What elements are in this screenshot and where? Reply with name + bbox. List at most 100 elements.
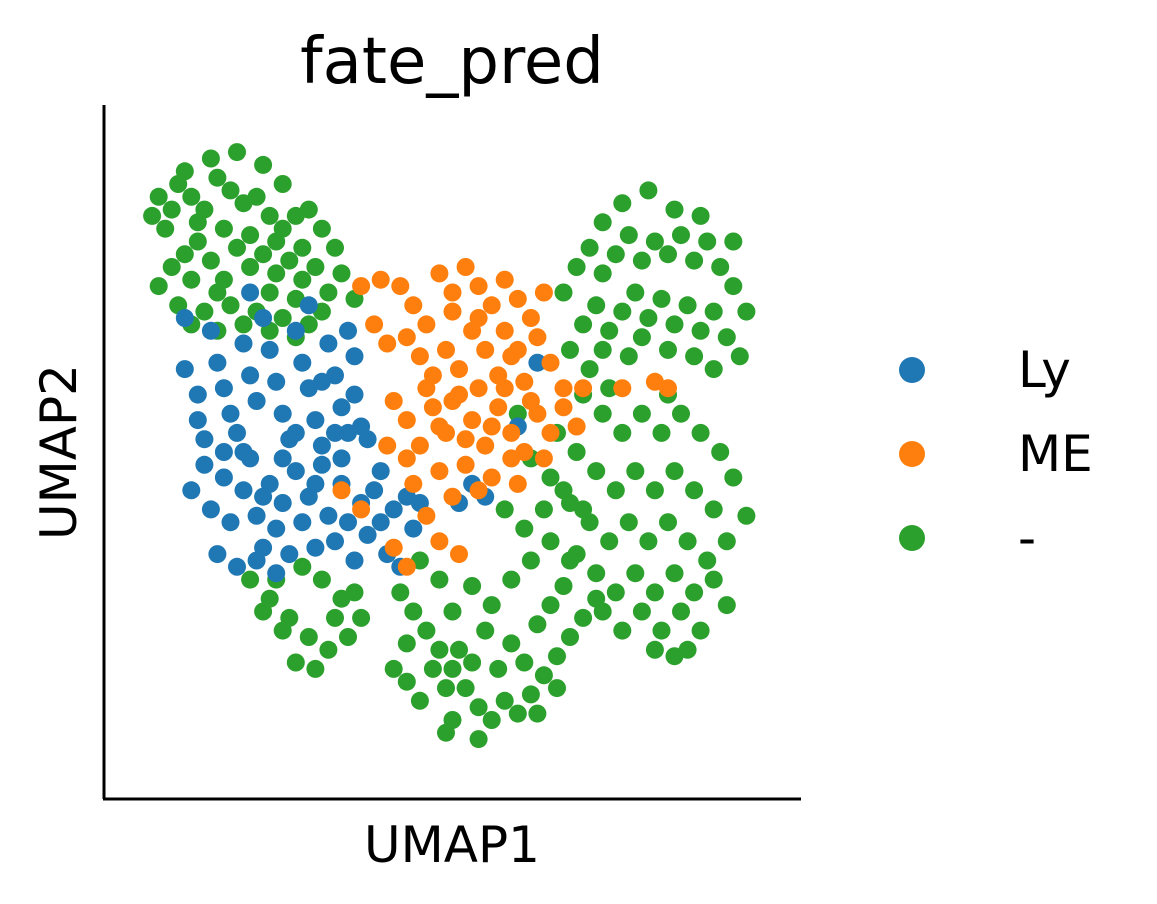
point-dash-157	[619, 347, 638, 366]
point-me-61	[378, 334, 397, 353]
point-dash-185	[561, 494, 579, 512]
point-dash-163	[639, 181, 658, 200]
point-ly-85	[371, 462, 390, 481]
point-ly-12	[254, 309, 273, 327]
point-ly-80	[214, 443, 233, 461]
point-ly-11	[247, 392, 266, 410]
point-ly-84	[358, 430, 377, 449]
point-me-5	[430, 264, 449, 283]
point-dash-159	[659, 340, 677, 359]
point-dash-82	[469, 698, 488, 717]
point-dash-51	[228, 143, 246, 162]
point-dash-86	[521, 685, 540, 704]
point-me-48	[508, 474, 527, 493]
point-dash-29	[306, 258, 325, 276]
point-ly-6	[214, 379, 233, 398]
point-me-47	[502, 449, 521, 468]
point-dash-200	[685, 583, 704, 602]
point-me-54	[397, 557, 416, 576]
point-dash-198	[645, 583, 664, 602]
point-ly-10	[241, 366, 260, 385]
point-me-42	[378, 436, 397, 455]
point-dash-120	[384, 659, 403, 678]
point-dash-199	[665, 564, 684, 583]
point-ly-4	[201, 321, 220, 340]
point-dash-93	[410, 691, 429, 710]
point-dash-100	[502, 634, 521, 653]
point-me-72	[456, 430, 475, 449]
point-me-70	[521, 392, 540, 410]
point-dash-180	[645, 481, 664, 500]
point-dash-218	[678, 640, 697, 659]
x-axis-label: UMAP1	[364, 816, 540, 874]
point-dash-7	[208, 168, 227, 187]
point-dash-128	[580, 238, 599, 257]
point-dash-203	[613, 621, 632, 640]
point-me-13	[534, 283, 553, 302]
legend-label-0: Ly	[1018, 341, 1071, 399]
point-ly-32	[214, 468, 233, 487]
point-dash-6	[162, 200, 181, 219]
point-dash-167	[724, 232, 743, 251]
point-dash-3	[182, 187, 201, 206]
point-me-18	[450, 360, 468, 379]
point-dash-162	[613, 194, 632, 213]
point-me-49	[332, 481, 351, 500]
point-dash-217	[717, 596, 736, 615]
point-ly-79	[254, 487, 273, 506]
point-dash-67	[312, 570, 331, 589]
point-dash-143	[600, 321, 619, 340]
point-ly-78	[332, 449, 351, 468]
point-dash-16	[326, 238, 344, 257]
point-dash-153	[730, 347, 749, 366]
point-me-46	[482, 468, 501, 487]
point-ly-21	[312, 436, 331, 455]
point-me-63	[469, 309, 488, 327]
point-dash-99	[489, 659, 508, 678]
point-dash-35	[195, 302, 214, 321]
point-dash-215	[508, 404, 527, 423]
point-dash-151	[704, 302, 723, 321]
point-dash-196	[606, 583, 625, 602]
point-dash-172	[652, 423, 671, 442]
point-ly-8	[228, 423, 246, 442]
point-dash-46	[241, 226, 260, 245]
point-dash-110	[541, 532, 560, 551]
point-dash-104	[554, 577, 573, 595]
point-dash-208	[645, 640, 664, 659]
point-dash-136	[685, 251, 704, 270]
point-dash-44	[188, 213, 207, 232]
point-dash-23	[228, 238, 246, 257]
point-me-33	[463, 411, 482, 430]
point-me-34	[476, 436, 495, 455]
point-dash-156	[593, 340, 612, 359]
point-me-57	[613, 379, 632, 398]
point-dash-38	[234, 315, 253, 334]
point-dash-211	[711, 443, 730, 461]
point-dash-20	[188, 232, 207, 251]
point-ly-26	[345, 347, 364, 366]
point-dash-75	[345, 583, 364, 602]
point-dash-8	[221, 181, 240, 200]
point-dash-31	[332, 264, 351, 283]
point-dash-194	[567, 545, 586, 564]
point-dash-147	[652, 289, 671, 308]
point-dash-179	[626, 462, 645, 481]
point-me-20	[476, 340, 495, 359]
point-dash-107	[482, 596, 501, 615]
point-dash-118	[430, 570, 449, 589]
point-me-67	[443, 392, 462, 410]
point-me-14	[397, 328, 416, 347]
point-me-75	[404, 474, 423, 493]
point-me-17	[437, 340, 455, 359]
point-dash-77	[404, 602, 423, 621]
point-ly-1	[175, 360, 194, 379]
point-me-24	[528, 328, 547, 347]
legend-marker-2	[899, 525, 925, 551]
point-dash-210	[724, 468, 743, 487]
point-ly-0	[175, 309, 194, 327]
point-me-62	[443, 302, 462, 321]
point-dash-205	[652, 621, 671, 640]
point-dash-184	[541, 468, 560, 487]
point-me-0	[352, 277, 371, 296]
